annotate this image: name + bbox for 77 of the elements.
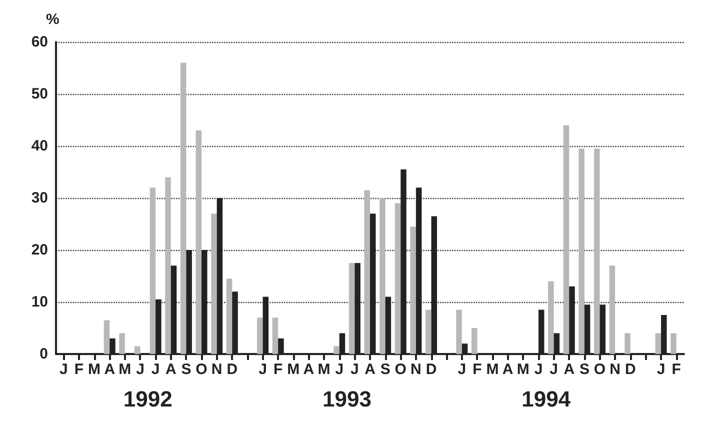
- bar: [104, 320, 110, 354]
- y-tick-label: 30: [31, 190, 48, 206]
- x-tick-label: O: [594, 361, 606, 378]
- x-tick-label: J: [458, 361, 466, 378]
- x-tick-label: M: [318, 361, 330, 378]
- bar: [119, 333, 125, 354]
- text: 1993: [322, 386, 372, 412]
- y-tick-label: 50: [31, 86, 48, 102]
- bar: [594, 148, 600, 354]
- x-tick-label: S: [380, 361, 390, 378]
- bar: [578, 148, 584, 354]
- x-tick-label: J: [656, 361, 666, 378]
- x-tick-label: J: [350, 361, 359, 378]
- y-tick-label: 10: [31, 294, 48, 310]
- bar: [609, 266, 616, 354]
- x-tick-label: M: [516, 361, 530, 378]
- x-tick-label: D: [226, 361, 238, 378]
- y-tick-label: 20: [31, 242, 48, 258]
- x-tick-label: S: [181, 361, 192, 378]
- bar: [380, 198, 386, 354]
- x-tick-label: A: [165, 361, 176, 378]
- x-tick-label: F: [472, 361, 482, 378]
- x-tick-label: M: [118, 361, 132, 378]
- x-tick-label: J: [335, 361, 344, 378]
- bar: [334, 346, 340, 354]
- x-tick-label: J: [59, 361, 68, 378]
- bar: [150, 188, 156, 354]
- x-tick-label: N: [610, 361, 620, 378]
- x-tick-label: S: [579, 361, 590, 378]
- bar: [670, 333, 676, 354]
- bar: [563, 125, 570, 354]
- bar: [364, 190, 370, 354]
- x-tick-label: A: [564, 361, 575, 378]
- bar: [624, 333, 630, 354]
- bar: [134, 346, 140, 354]
- x-tick-label: O: [394, 361, 407, 378]
- bar: [196, 130, 202, 354]
- x-tick-label: F: [672, 361, 681, 378]
- bar: [471, 328, 478, 354]
- x-tick-label: A: [303, 361, 314, 378]
- bar: [410, 226, 416, 354]
- bar: [211, 214, 217, 354]
- x-tick-label: F: [274, 361, 283, 378]
- x-tick-label: N: [410, 361, 422, 378]
- x-tick-label: J: [136, 361, 144, 378]
- x-tick-label: D: [624, 361, 636, 378]
- x-tick-label: O: [196, 361, 208, 378]
- bar: [348, 263, 355, 354]
- x-tick-label: M: [287, 361, 300, 378]
- x-tick-label: F: [74, 361, 84, 378]
- x-tick-label: J: [258, 361, 267, 378]
- bar: [655, 333, 662, 354]
- x-tick-label: A: [364, 361, 376, 378]
- text: 1994: [522, 386, 572, 412]
- y-tick-label: 60: [31, 34, 48, 50]
- bar: [165, 177, 171, 354]
- text: 1992: [123, 386, 172, 412]
- x-tick-label: J: [534, 361, 543, 378]
- bar: [180, 62, 186, 354]
- x-tick-label: J: [550, 361, 558, 378]
- bar: [257, 318, 263, 354]
- x-tick-label: A: [502, 361, 514, 378]
- x-tick-label: N: [211, 361, 222, 378]
- bar: [426, 310, 432, 354]
- bar: [272, 318, 278, 354]
- x-tick-label: M: [88, 361, 101, 378]
- bar: [226, 278, 232, 354]
- x-tick-label: M: [486, 361, 499, 378]
- x-tick-label: D: [426, 361, 437, 378]
- x-tick-label: J: [151, 361, 160, 378]
- x-tick-label: A: [104, 361, 116, 378]
- bar: [548, 281, 554, 354]
- y-tick-label: 40: [31, 138, 48, 154]
- y-tick-label: 0: [40, 346, 48, 362]
- y-axis-title: %: [46, 11, 60, 28]
- bar: [456, 310, 462, 354]
- bar: [394, 203, 401, 354]
